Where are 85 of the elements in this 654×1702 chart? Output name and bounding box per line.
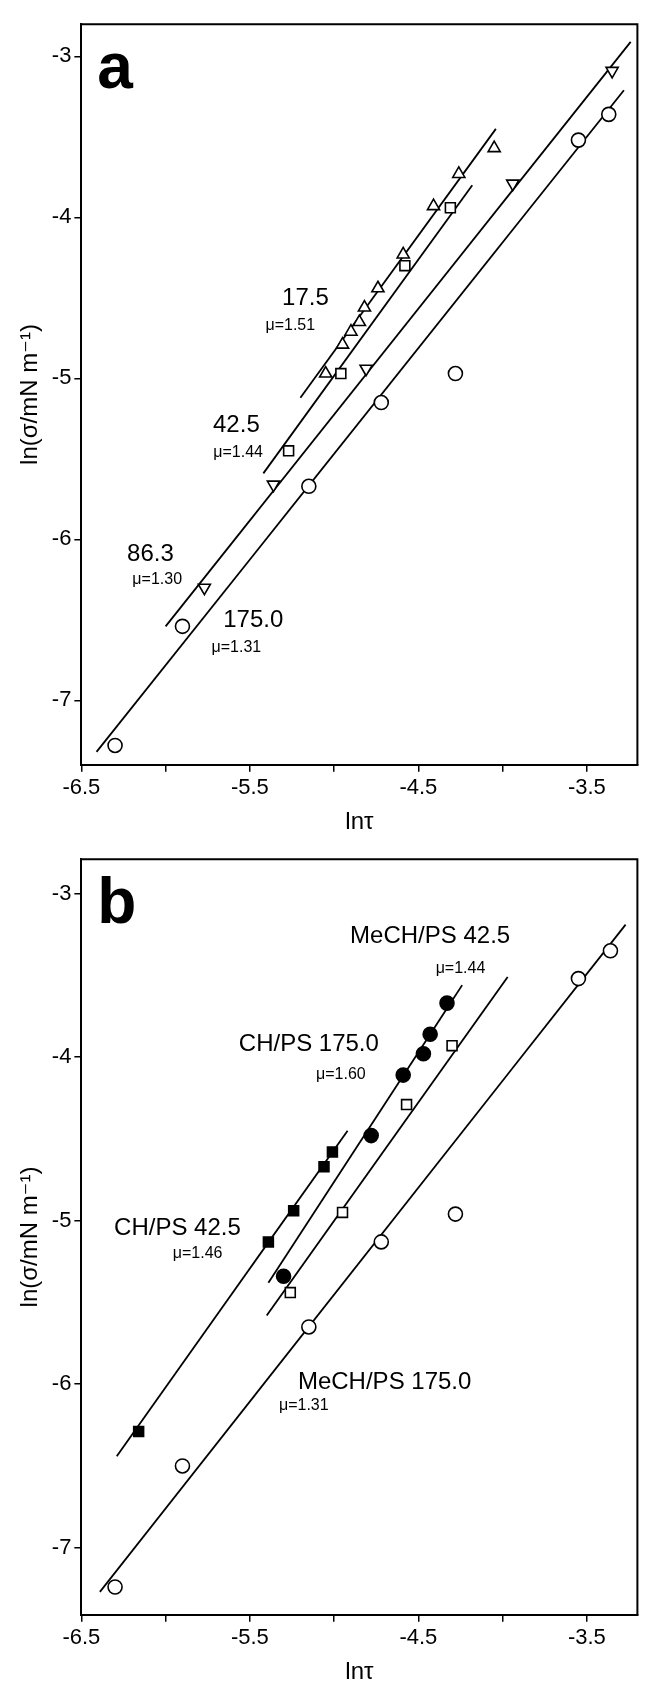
point [439,995,455,1011]
point [446,1039,458,1052]
point [326,1146,339,1158]
point [373,394,390,411]
y-tick-label: -4 [51,203,72,229]
point [373,1234,390,1250]
annotation: CH/PS 42.5 [114,1213,241,1241]
point [132,1425,145,1438]
point [284,1286,297,1299]
point [287,1205,300,1217]
point [447,1206,464,1222]
annotation: μ=1.51 [265,315,316,333]
point [363,1127,379,1144]
x-tick-label: -5.5 [230,774,269,800]
point [318,1160,330,1173]
point [399,259,411,272]
point [266,480,281,493]
y-tick-label: -6 [51,1370,72,1396]
point [352,314,367,327]
x-tick-label: -3.5 [567,774,606,800]
point [400,1098,413,1111]
annotation: CH/PS 175.0 [238,1028,379,1056]
point [357,299,372,312]
y-tick-label: -6 [51,525,72,551]
x-tick-label: -4.5 [399,774,438,800]
point [344,323,358,337]
annotation: μ=1.31 [211,637,262,655]
point [335,367,347,380]
point [451,166,466,179]
point [318,365,333,378]
point [600,106,617,123]
point [371,280,385,293]
x-tick-label: -3.5 [567,1624,606,1650]
y-tick-label: -7 [51,1533,72,1559]
chart-title: a [97,29,134,102]
annotation: μ=1.44 [435,959,486,977]
point [336,1206,349,1219]
point [107,1579,123,1595]
annotation: μ=1.46 [172,1243,223,1261]
point [422,1026,438,1042]
annotation: 17.5 [282,282,329,310]
annotation: 175.0 [223,604,284,632]
point [197,583,212,596]
y-tick-label: -5 [51,364,72,390]
point [426,198,441,211]
annotation: 86.3 [127,538,174,566]
y-tick-label: -3 [51,879,72,905]
annotation: 42.5 [213,409,260,437]
point [415,1046,432,1062]
point [570,970,587,987]
annotation: μ=1.30 [132,570,183,588]
annotation: μ=1.60 [315,1065,366,1083]
x-axis-title: lnτ [345,1657,374,1685]
y-axis-title: ln(σ/mN m⁻¹) [15,324,43,465]
point [262,1236,275,1248]
point [487,140,502,153]
annotation: μ=1.44 [213,442,264,460]
chart-title: b [97,864,137,937]
annotation: MeCH/PS 42.5 [350,920,511,948]
y-tick-label: -7 [51,686,72,712]
x-axis-title: lnτ [345,807,374,835]
point [444,201,457,214]
x-tick-label: -5.5 [230,1624,269,1650]
point [275,1268,292,1285]
point [335,336,350,349]
y-axis-title: ln(σ/mN m⁻¹) [15,1166,43,1308]
point [602,942,619,959]
y-tick-label: -5 [51,1206,72,1232]
y-tick-label: -4 [51,1043,72,1069]
point [301,478,317,495]
point [395,1067,411,1083]
x-tick-label: -6.5 [62,1624,101,1650]
annotation: μ=1.31 [278,1395,329,1413]
x-tick-label: -6.5 [62,774,101,800]
point [570,132,587,148]
point [396,246,411,259]
annotation: MeCH/PS 175.0 [297,1367,472,1395]
point [107,737,123,754]
y-tick-label: -3 [51,42,72,68]
point [174,1458,191,1474]
point [174,618,191,635]
x-tick-label: -4.5 [399,1624,438,1650]
point [282,445,295,457]
point [447,365,464,382]
point [301,1319,317,1335]
